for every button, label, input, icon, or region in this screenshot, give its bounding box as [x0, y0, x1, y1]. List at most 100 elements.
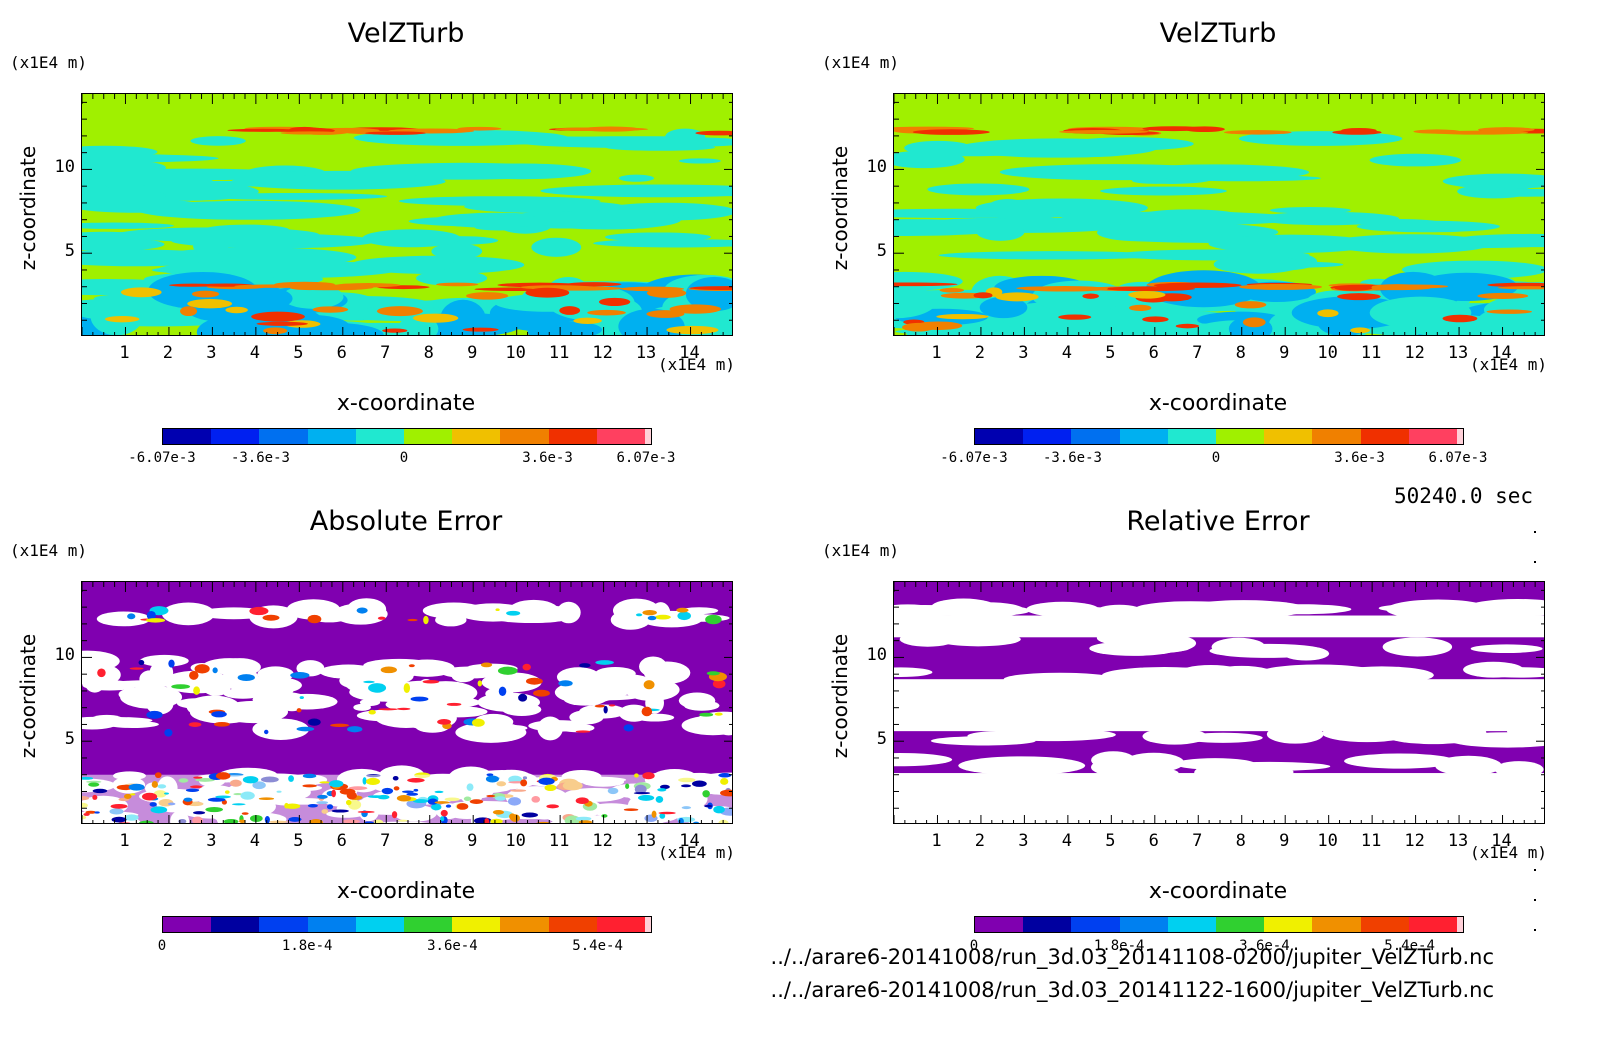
colorbar-swatch [1119, 429, 1168, 444]
field-contour [193, 686, 200, 695]
colorbar-tick-label: 0 [1211, 450, 1221, 466]
field-contour [207, 797, 226, 802]
marker-dot [1534, 561, 1536, 563]
field-contour [497, 724, 528, 732]
field-contour [1475, 188, 1544, 197]
field-contour [713, 805, 725, 814]
field-contour [593, 239, 732, 248]
field-contour [705, 614, 722, 625]
field-contour [1382, 637, 1453, 657]
field-contour [120, 287, 162, 298]
colorbar-tick-label: 0 [399, 450, 409, 466]
field-contour [138, 659, 145, 666]
y-unit-label: (x1E4 m) [822, 541, 900, 560]
field-contour [146, 710, 163, 719]
file-path-1: ../../arare6-20141008/run_3d.03_20141108… [770, 945, 1494, 969]
field-contour [331, 809, 349, 813]
field-contour [302, 784, 317, 788]
x-tick-label: 14 [1491, 343, 1512, 363]
field-contour [927, 183, 1030, 196]
field-contour [1497, 286, 1544, 290]
field-contour [559, 306, 581, 315]
field-contour [659, 812, 666, 819]
field-contour [82, 145, 158, 159]
field-contour [213, 722, 230, 727]
x-tick-label: 8 [423, 343, 434, 363]
field-contour [651, 810, 657, 818]
chart-title: VelZTurb [347, 18, 465, 49]
field-contour [275, 693, 338, 710]
x-tick-label: 12 [592, 343, 613, 363]
field-contour [935, 632, 1021, 647]
colorbar-tick-label: 1.8e-4 [1093, 938, 1145, 954]
x-tick-label: 10 [505, 831, 526, 851]
field-contour [251, 311, 305, 322]
x-tick-label: 9 [1279, 343, 1290, 363]
field-contour [525, 677, 543, 685]
x-tick-label: 9 [467, 831, 478, 851]
field-contour [1026, 601, 1099, 617]
field-contour [407, 618, 418, 622]
field-contour [678, 692, 716, 709]
x-axis-label: x-coordinate [1148, 391, 1288, 416]
field-contour [128, 783, 145, 791]
field-contour [659, 784, 670, 790]
colorbar-swatch [1408, 429, 1458, 444]
x-tick-label: 2 [974, 831, 986, 851]
field-contour [702, 790, 710, 798]
field-contour [429, 706, 488, 718]
field-contour [691, 780, 707, 787]
field-contour [957, 138, 1158, 158]
field-contour [1003, 672, 1116, 686]
field-contour [365, 777, 381, 786]
y-unit-label: (x1E4 m) [822, 53, 900, 72]
field-contour [521, 812, 538, 818]
field-contour [695, 130, 732, 136]
field-contour [227, 128, 299, 132]
x-tick-label: 1 [119, 343, 130, 363]
field-contour [430, 803, 442, 811]
colorbar-tick-label: -6.07e-3 [128, 450, 196, 466]
field-contour [345, 799, 352, 806]
field-contour [699, 712, 714, 717]
field-contour [440, 816, 445, 822]
y-tick-label: 10 [54, 157, 75, 178]
field-contour [288, 817, 302, 822]
field-contour [180, 306, 198, 317]
colorbar-swatch [1312, 917, 1361, 932]
field-contour [603, 705, 608, 714]
x-tick-label: 10 [1317, 831, 1338, 851]
field-contour [190, 136, 246, 146]
field-contour [1468, 732, 1538, 744]
colorbar-tick-label: 0 [157, 938, 167, 954]
field-contour [894, 150, 965, 169]
field-contour [392, 776, 399, 781]
field-contour [712, 679, 726, 689]
x-tick-label: 7 [380, 831, 391, 851]
field-contour [1175, 323, 1199, 329]
field-contour [247, 676, 302, 694]
field-contour [284, 802, 289, 809]
colorbar-swatch [259, 917, 308, 932]
colorbar-swatch [1023, 429, 1072, 444]
field-contour [680, 784, 692, 788]
field-contour [82, 222, 174, 229]
field-contour [643, 680, 655, 690]
field-contour [88, 782, 100, 787]
field-contour [1401, 260, 1544, 279]
field-contour [579, 663, 591, 668]
field-contour [647, 615, 657, 621]
field-contour [618, 174, 655, 182]
x-tick-label: 7 [1192, 343, 1203, 363]
field-contour [194, 664, 210, 674]
colorbar [162, 428, 652, 445]
field-contour [146, 610, 156, 620]
x-tick-label: 2 [162, 831, 174, 851]
field-contour [657, 788, 667, 792]
field-contour [462, 327, 499, 332]
colorbar-tick-label: 5.4e-4 [572, 938, 623, 954]
x-tick-label: 6 [1148, 831, 1159, 851]
colorbar-swatch [1023, 917, 1072, 932]
field-contour [658, 811, 676, 815]
